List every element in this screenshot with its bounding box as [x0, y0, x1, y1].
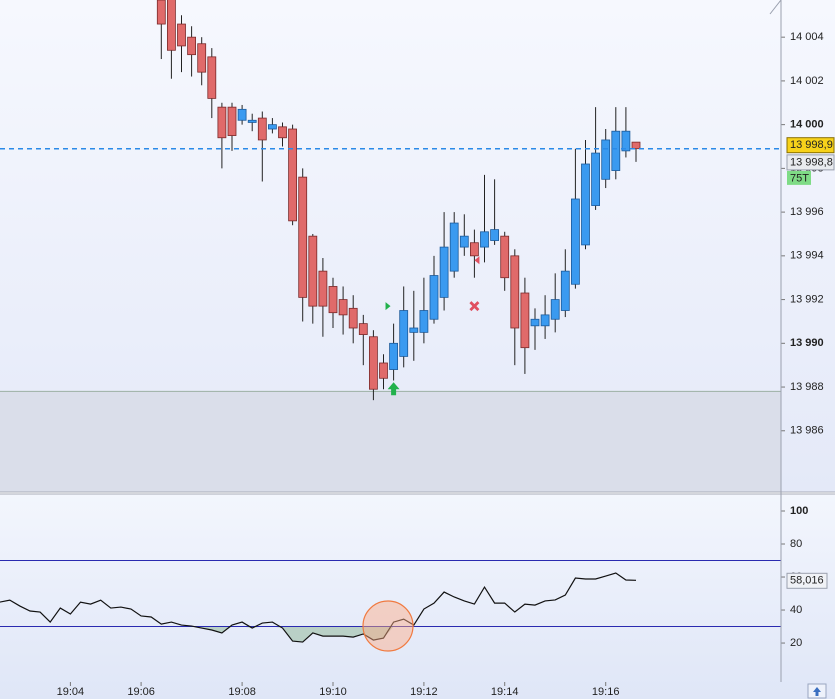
candle-body [368, 336, 378, 390]
candle-body [288, 128, 298, 222]
candle-body [439, 246, 449, 298]
candle-body [187, 36, 197, 56]
y-tick-label: 13 988 [790, 381, 824, 393]
candle-body [490, 229, 500, 241]
candle-body [389, 342, 399, 370]
corner-mark [769, 0, 782, 15]
y-tick-label: 20 [790, 637, 802, 649]
signal-marker [474, 256, 480, 265]
last-value-label: 58,016 [790, 575, 824, 587]
candle-body [348, 307, 358, 329]
candle-body [358, 323, 368, 335]
oscillator-panel [0, 494, 835, 699]
candle-body [177, 23, 186, 47]
candle-body [530, 318, 540, 327]
candle-body [298, 176, 308, 298]
candle-body [571, 198, 580, 285]
candle-body [409, 327, 419, 333]
interval-label: 75T [790, 172, 809, 184]
price-label: 13 998,8 [790, 156, 833, 168]
highlight-circle [362, 600, 414, 652]
signal-marker [387, 382, 400, 396]
candle-body [338, 299, 348, 316]
y-tick-label: 14 002 [790, 75, 824, 87]
y-tick-label: 13 994 [790, 250, 824, 262]
candle-body [227, 106, 237, 136]
y-tick-label: 40 [790, 604, 802, 616]
candle-body [197, 43, 207, 73]
last-value-box [786, 572, 828, 589]
candle-body [318, 270, 328, 307]
candle-body [399, 310, 409, 357]
signal-marker [385, 302, 391, 311]
price-label-box [786, 154, 835, 171]
candle-body [550, 299, 560, 320]
price-label-box [786, 137, 835, 154]
candle-body [166, 0, 176, 51]
interval-box [787, 170, 811, 185]
candle-body [429, 275, 439, 320]
x-tick-label: 19:16 [592, 686, 620, 698]
x-tick-label: 19:06 [127, 686, 155, 698]
x-tick-label: 19:08 [228, 686, 256, 698]
candle-body [520, 292, 530, 349]
y-tick-label: 13 986 [790, 425, 824, 437]
candle-body [510, 255, 520, 329]
candle-body [257, 117, 267, 141]
y-tick-label: 14 004 [790, 31, 824, 43]
x-tick-label: 19:04 [57, 686, 85, 698]
candle-body [379, 362, 388, 379]
candle-body [591, 152, 600, 206]
candle-body [449, 222, 459, 272]
y-tick-label: 100 [790, 505, 808, 517]
candle-body [560, 270, 570, 311]
oscillator-line [0, 572, 637, 643]
candle-body [308, 235, 318, 307]
candle-body [247, 119, 257, 123]
y-tick-label: 13 996 [790, 206, 824, 218]
candle-body [207, 56, 217, 99]
candle-body [278, 126, 287, 139]
candle-body [156, 0, 166, 25]
candle-body [267, 124, 277, 130]
x-tick-label: 19:10 [319, 686, 347, 698]
candle-body [601, 139, 611, 180]
y-tick-label: 13 990 [790, 337, 824, 349]
y-tick-label: 80 [790, 538, 802, 550]
y-tick-label: 14 000 [790, 119, 824, 131]
x-tick-label: 19:14 [491, 686, 519, 698]
candle-body [480, 231, 489, 248]
y-tick-label: 13 992 [790, 293, 824, 305]
signal-marker [469, 301, 480, 312]
candle-body [459, 235, 469, 248]
zone [0, 391, 781, 492]
candle-body [328, 286, 338, 314]
candle-body [217, 106, 227, 139]
candle-body [237, 108, 247, 121]
candle-body [581, 163, 590, 246]
candle-body [611, 130, 621, 171]
candle-body [500, 235, 510, 279]
candle-body [540, 314, 550, 327]
x-tick-label: 19:12 [410, 686, 438, 698]
scroll-icon [813, 687, 821, 696]
candle-body [469, 242, 479, 257]
candle-body [621, 130, 631, 152]
candle-body [631, 141, 641, 150]
price-label: 13 998,9 [790, 139, 833, 151]
candle-body [419, 310, 429, 333]
